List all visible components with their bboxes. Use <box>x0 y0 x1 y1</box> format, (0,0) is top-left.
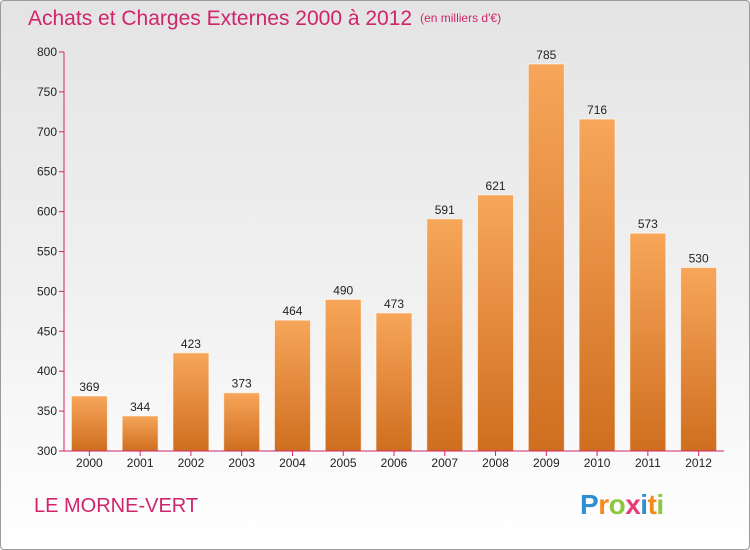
x-tick-label-2008: 2008 <box>482 456 509 470</box>
logo-letter: x <box>625 489 641 520</box>
logo-letter: o <box>608 489 626 520</box>
x-tick-label-2002: 2002 <box>178 456 205 470</box>
bar-2012 <box>680 266 718 452</box>
bar-value-2001: 344 <box>130 400 150 414</box>
bar-2005 <box>324 298 362 452</box>
y-tick-label-400: 400 <box>37 364 57 378</box>
chart-title-block: Achats et Charges Externes 2000 à 2012 (e… <box>28 7 501 31</box>
bar-value-2012: 530 <box>689 251 709 265</box>
x-tick-label-2001: 2001 <box>127 456 154 470</box>
y-tick-label-800: 800 <box>37 45 57 59</box>
bar-2001 <box>121 415 159 452</box>
y-tick-label-700: 700 <box>37 125 57 139</box>
logo-letter: P <box>580 489 599 520</box>
bar-value-2002: 423 <box>181 337 201 351</box>
bar-2003 <box>223 392 261 452</box>
y-tick-label-750: 750 <box>37 85 57 99</box>
y-tick-label-350: 350 <box>37 404 57 418</box>
bar-value-2011: 573 <box>638 217 658 231</box>
x-tick-label-2007: 2007 <box>431 456 458 470</box>
x-tick-label-2000: 2000 <box>76 456 103 470</box>
logo-letter: i <box>656 489 664 520</box>
chart-title: Achats et Charges Externes 2000 à 2012 <box>28 7 413 30</box>
bar-2000 <box>70 395 108 452</box>
y-tick-label-650: 650 <box>37 165 57 179</box>
bar-value-2000: 369 <box>79 380 99 394</box>
logo-letter: t <box>647 489 657 520</box>
bar-2009 <box>527 63 565 452</box>
x-tick-label-2012: 2012 <box>685 456 712 470</box>
bar-value-2004: 464 <box>282 304 302 318</box>
bar-value-2010: 716 <box>587 103 607 117</box>
x-tick-label-2003: 2003 <box>228 456 255 470</box>
y-tick-label-550: 550 <box>37 245 57 259</box>
bar-2004 <box>273 319 311 452</box>
bar-value-2009: 785 <box>536 48 556 62</box>
bar-value-2005: 490 <box>333 283 353 297</box>
logo-letter: r <box>598 489 609 520</box>
x-tick-label-2010: 2010 <box>584 456 611 470</box>
x-tick-label-2011: 2011 <box>635 456 661 470</box>
x-tick-label-2006: 2006 <box>381 456 408 470</box>
bar-2006 <box>375 312 413 452</box>
y-tick-label-450: 450 <box>37 324 57 338</box>
bar-2010 <box>578 118 616 452</box>
bar-2008 <box>477 194 515 452</box>
bar-value-2008: 621 <box>486 179 506 193</box>
chart-unit: (en milliers d'€) <box>420 11 502 25</box>
commune-name: LE MORNE-VERT <box>34 495 199 517</box>
bar-value-2003: 373 <box>232 377 252 391</box>
proxiti-logo: Proxiti <box>580 489 664 521</box>
y-tick-label-300: 300 <box>37 444 57 458</box>
x-tick-label-2004: 2004 <box>279 456 306 470</box>
bar-2007 <box>426 218 464 452</box>
y-tick-label-500: 500 <box>37 284 57 298</box>
bar-value-2006: 473 <box>384 297 404 311</box>
bar-2011 <box>629 232 667 452</box>
y-tick-label-600: 600 <box>37 205 57 219</box>
logo-letter: i <box>640 489 648 520</box>
bar-value-2007: 591 <box>435 203 455 217</box>
x-tick-label-2009: 2009 <box>533 456 560 470</box>
bar-2002 <box>172 352 210 452</box>
x-tick-label-2005: 2005 <box>330 456 357 470</box>
